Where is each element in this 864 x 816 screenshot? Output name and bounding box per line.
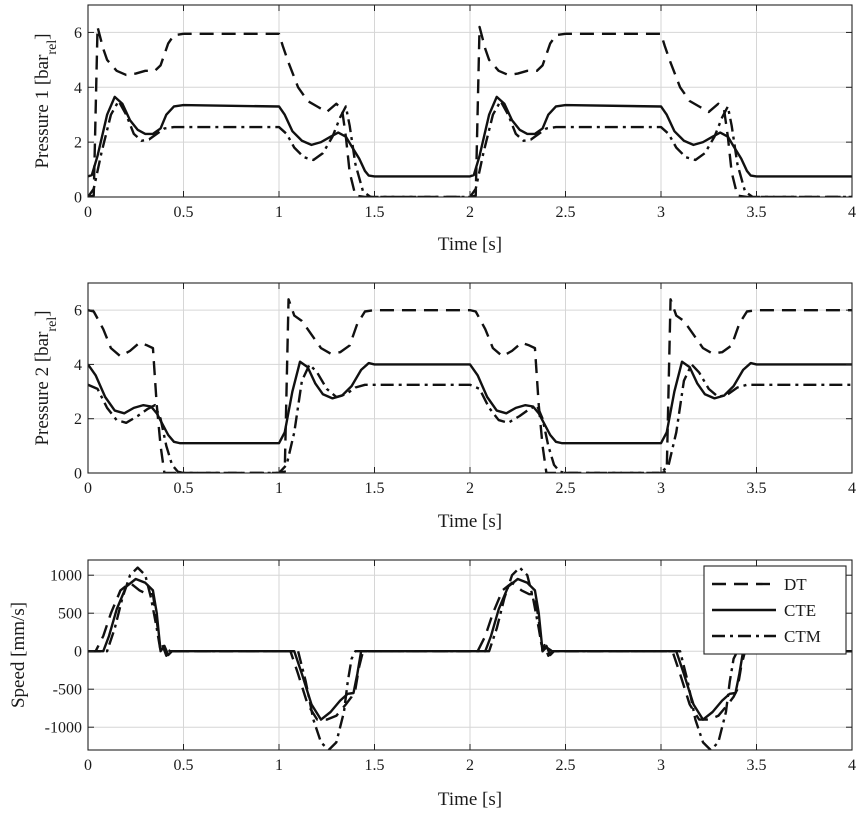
panel-pressure2: 0 0.5 1 1.5 2 2.5 3 3.5 4 0 2 4 6 Time [s] Pressure 2 … bbox=[32, 282, 856, 532]
x-axis-label: Time [s] bbox=[438, 234, 502, 255]
x-tick-label: 1.5 bbox=[365, 480, 385, 497]
x-tick-label: 1 bbox=[275, 480, 283, 497]
x-tick-label: 0 bbox=[84, 757, 92, 774]
x-tick-label: 2.5 bbox=[556, 757, 576, 774]
y-tick-label: 6 bbox=[74, 303, 82, 320]
legend-label-dt: DT bbox=[784, 575, 807, 594]
x-tick-label: 2 bbox=[466, 757, 474, 774]
series-ctm-line bbox=[88, 99, 852, 197]
y-tick-label: 0 bbox=[74, 644, 82, 661]
y-tick-label: 6 bbox=[74, 25, 82, 42]
y-axis-label-text: Speed [mm/s] bbox=[8, 602, 29, 708]
y-tick-label: 4 bbox=[74, 80, 82, 97]
y-axis-label: Pressure 2 [barrel] bbox=[32, 310, 60, 445]
x-tick-label: 4 bbox=[848, 757, 856, 774]
y-tick-label: 0 bbox=[74, 190, 82, 207]
y-tick-label: 2 bbox=[74, 135, 82, 152]
series-dt-line bbox=[88, 25, 852, 197]
x-tick-label: 2.5 bbox=[556, 480, 576, 497]
legend-label-cte: CTE bbox=[784, 601, 816, 620]
series-group bbox=[88, 25, 852, 197]
y-tick-label: 4 bbox=[74, 357, 82, 374]
panel-speed: 0 0.5 1 1.5 2 2.5 3 3.5 4 -1000 -500 0 500 1000 Time [… bbox=[8, 559, 856, 810]
x-tick-label: 0.5 bbox=[174, 204, 194, 221]
y-axis-label-subscript: rel bbox=[45, 40, 60, 55]
x-tick-label: 1 bbox=[275, 757, 283, 774]
series-ctm-line bbox=[88, 566, 852, 750]
y-tick-label: -500 bbox=[53, 682, 82, 699]
y-tick-label: 500 bbox=[58, 606, 82, 623]
y-axis-label-close: ] bbox=[32, 33, 53, 39]
x-axis-label: Time [s] bbox=[438, 511, 502, 532]
x-tick-label: 3.5 bbox=[747, 480, 767, 497]
x-tick-label: 0.5 bbox=[174, 480, 194, 497]
x-tick-label: 0.5 bbox=[174, 757, 194, 774]
x-tick-label: 4 bbox=[848, 204, 856, 221]
x-tick-label: 3 bbox=[657, 480, 665, 497]
series-dt-line bbox=[88, 298, 852, 473]
x-tick-label: 3.5 bbox=[747, 757, 767, 774]
x-tick-label: 4 bbox=[848, 480, 856, 497]
series-cte-line bbox=[88, 95, 852, 178]
y-axis-label-text: Pressure 1 [bar bbox=[32, 54, 53, 169]
y-tick-label: 2 bbox=[74, 411, 82, 428]
y-axis-label: Pressure 1 [barrel] bbox=[32, 33, 60, 168]
x-tick-label: 0 bbox=[84, 480, 92, 497]
x-tick-label: 3 bbox=[657, 204, 665, 221]
y-axis-label-close: ] bbox=[32, 310, 53, 316]
x-tick-label: 2 bbox=[466, 204, 474, 221]
y-axis-label: Speed [mm/s] bbox=[8, 602, 29, 708]
x-tick-label: 1 bbox=[275, 204, 283, 221]
y-tick-label: -1000 bbox=[45, 720, 82, 737]
x-tick-label: 3.5 bbox=[747, 204, 767, 221]
x-tick-label: 0 bbox=[84, 204, 92, 221]
y-axis-label-text: Pressure 2 [bar bbox=[32, 331, 53, 446]
legend: DT CTE CTM bbox=[703, 565, 847, 655]
x-tick-label: 1.5 bbox=[365, 757, 385, 774]
x-tick-label: 3 bbox=[657, 757, 665, 774]
x-tick-label: 2.5 bbox=[556, 204, 576, 221]
panel-pressure1: 0 0.5 1 1.5 2 2.5 3 3.5 4 0 2 4 6 Time [s] Pressure 1 … bbox=[32, 4, 856, 255]
series-ctm-line bbox=[88, 363, 852, 473]
y-tick-label: 1000 bbox=[50, 568, 82, 585]
y-axis-label-subscript: rel bbox=[45, 317, 60, 332]
y-tick-label: 0 bbox=[74, 466, 82, 483]
x-axis-label: Time [s] bbox=[438, 789, 502, 810]
series-group bbox=[88, 566, 852, 750]
x-tick-label: 2 bbox=[466, 480, 474, 497]
x-tick-label: 1.5 bbox=[365, 204, 385, 221]
series-group bbox=[88, 298, 852, 473]
legend-label-ctm: CTM bbox=[784, 627, 821, 646]
